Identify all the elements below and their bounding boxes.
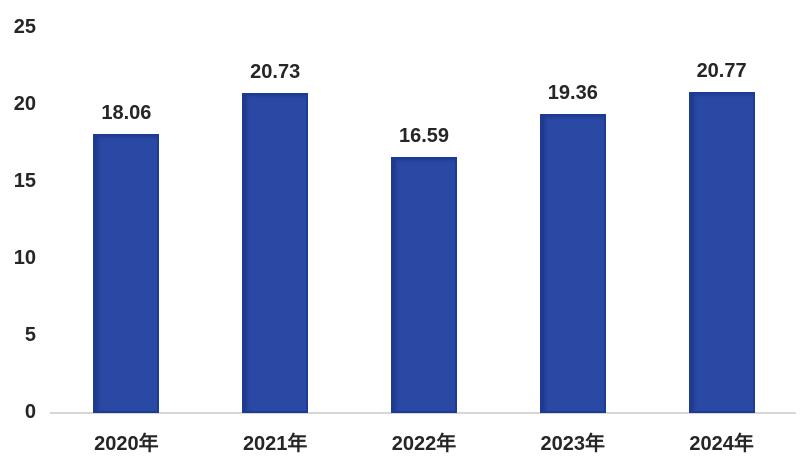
x-axis-tick-label: 2021年 [242,433,308,455]
y-axis-tick-label: 20 [13,93,36,115]
bar-value-label: 20.77 [696,60,747,83]
x-axis-tick-label: 2023年 [540,433,606,455]
bar [242,92,309,413]
x-axis-tick-label: 2024年 [689,433,754,455]
bar [688,92,755,413]
bar-value-label: 20.73 [250,60,301,83]
y-axis-tick-label: 25 [13,16,36,38]
bar-value-label: 19.36 [547,81,598,104]
bar [539,113,606,413]
bar [391,156,457,413]
x-axis-tick-label: 2022年 [391,433,457,455]
y-axis-tick-label: 5 [24,324,36,346]
x-axis-line [50,412,796,414]
y-axis-tick-label: 0 [24,401,36,423]
y-axis-tick-label: 15 [13,170,36,192]
y-axis-tick-label: 10 [13,247,36,269]
bar-value-label: 18.06 [101,101,152,124]
bar [93,133,160,413]
bar-value-label: 16.59 [398,124,450,147]
x-axis-tick-label: 2020年 [94,433,159,455]
